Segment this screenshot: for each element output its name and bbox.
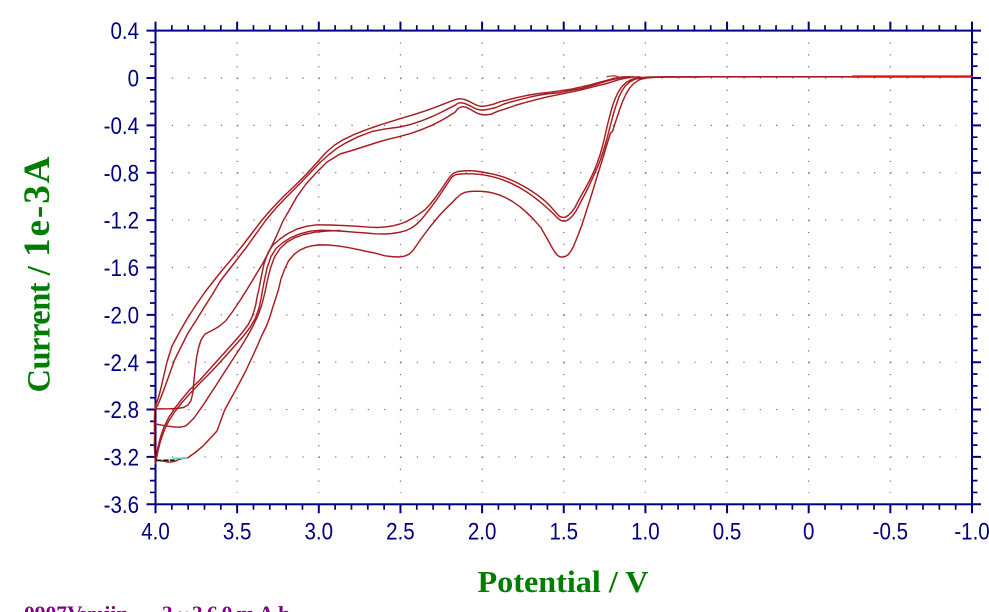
- svg-text:0: 0: [128, 67, 139, 93]
- svg-text:-1.0: -1.0: [954, 520, 989, 546]
- svg-text:-0.4: -0.4: [104, 114, 139, 140]
- svg-text:-0.8: -0.8: [104, 161, 139, 187]
- svg-text:2.0: 2.0: [468, 520, 497, 546]
- svg-text:2.5: 2.5: [386, 520, 415, 546]
- svg-text:3.0: 3.0: [305, 520, 334, 546]
- svg-text:1e-3A: 1e-3A: [17, 155, 58, 257]
- svg-text:0: 0: [803, 520, 814, 546]
- svg-text:4.0: 4.0: [141, 520, 170, 546]
- svg-text:0.4: 0.4: [110, 19, 139, 45]
- svg-text:3.5: 3.5: [223, 520, 252, 546]
- svg-text:1.5: 1.5: [549, 520, 578, 546]
- svg-text:Potential / V: Potential / V: [478, 564, 650, 599]
- svg-text:Current /: Current /: [22, 265, 58, 392]
- svg-text:0907Vyujin: 0907Vyujin: [24, 602, 128, 612]
- svg-text:-2.8: -2.8: [104, 398, 139, 424]
- svg-text:0.5: 0.5: [713, 520, 742, 546]
- svg-text:-2.4: -2.4: [104, 351, 139, 377]
- svg-text:-3.6: -3.6: [104, 493, 139, 519]
- svg-text:-2.0: -2.0: [104, 303, 139, 329]
- svg-text:-1.2: -1.2: [104, 209, 139, 235]
- svg-text:1.0: 1.0: [631, 520, 660, 546]
- svg-text:-1.6: -1.6: [104, 256, 139, 282]
- svg-text:-0.5: -0.5: [873, 520, 908, 546]
- svg-text:3~360mAh: 3~360mAh: [162, 602, 290, 612]
- svg-text:-3.2: -3.2: [104, 446, 139, 472]
